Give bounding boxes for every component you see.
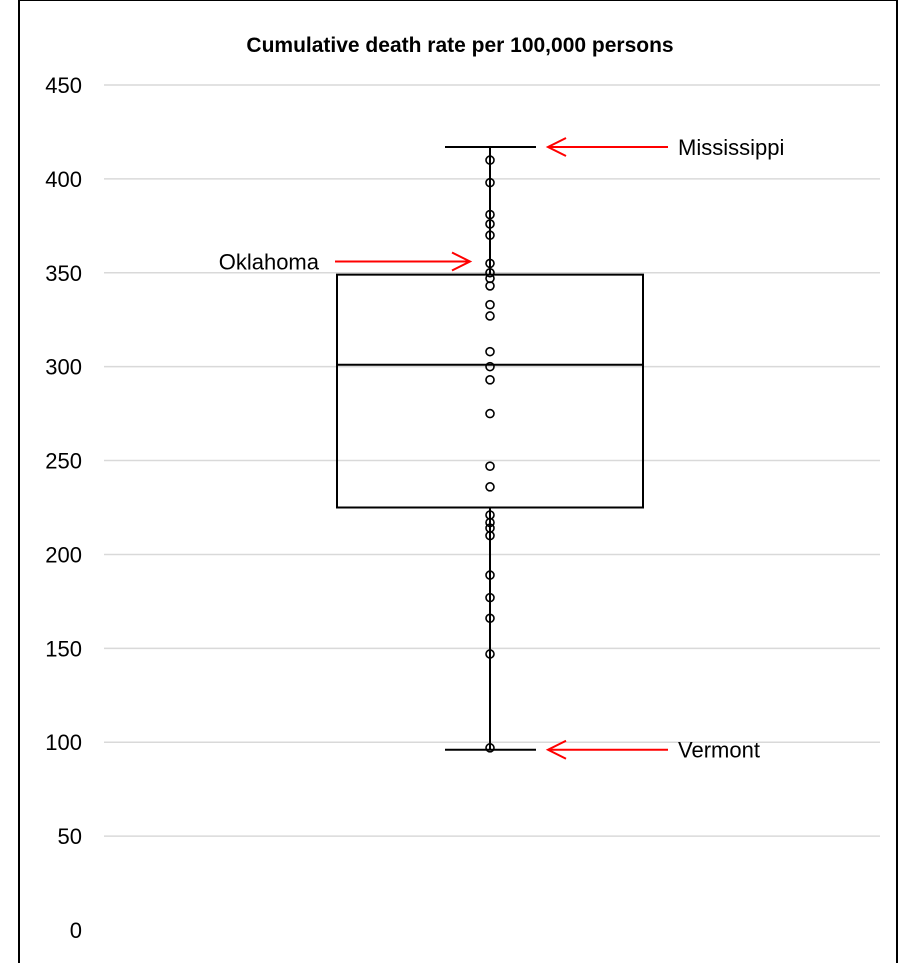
data-point [485,517,495,528]
chart-frame [18,0,898,963]
data-point [485,177,495,188]
data-point [485,281,495,291]
y-tick-label: 0 [70,918,82,943]
data-point [485,743,495,753]
data-point [485,375,495,385]
data-point [485,299,495,310]
y-tick-label: 150 [45,636,82,661]
y-tick-label: 350 [45,261,82,286]
data-points [485,155,495,753]
y-axis: 0 50 100 150 200 250 300 350 400 450 [45,73,82,943]
y-tick-label: 400 [45,167,82,192]
data-point [485,346,495,357]
y-tick-label: 300 [45,355,82,380]
data-point [485,461,495,471]
data-point [485,209,495,220]
y-tick-label: 250 [45,449,82,474]
data-point [485,530,495,541]
annotation-label: Mississippi [678,135,784,160]
iqr-box [336,273,644,509]
data-point [485,482,495,492]
arrow-head [545,739,567,760]
data-point [485,649,495,659]
grid-lines [104,84,880,837]
arrow-head [451,251,473,272]
annotation-label: Vermont [678,738,760,763]
y-tick-label: 50 [58,824,82,849]
data-point [485,267,495,278]
data-point [485,408,495,419]
annotation-label: Oklahoma [219,250,320,275]
chart-title: Cumulative death rate per 100,000 person… [246,34,673,57]
y-tick-label: 100 [45,730,82,755]
box-plot [336,145,644,751]
data-point [485,613,495,624]
arrow-head [545,137,567,157]
data-point [485,230,495,241]
data-point [485,258,495,269]
data-point [485,592,495,603]
data-point [485,311,495,321]
data-point [485,361,495,372]
annotations: Mississippi Oklahoma Vermont [219,135,785,763]
data-point [485,155,495,165]
data-point [485,570,495,580]
data-point [485,219,495,229]
y-tick-label: 200 [45,542,82,567]
y-tick-label: 450 [45,73,82,98]
